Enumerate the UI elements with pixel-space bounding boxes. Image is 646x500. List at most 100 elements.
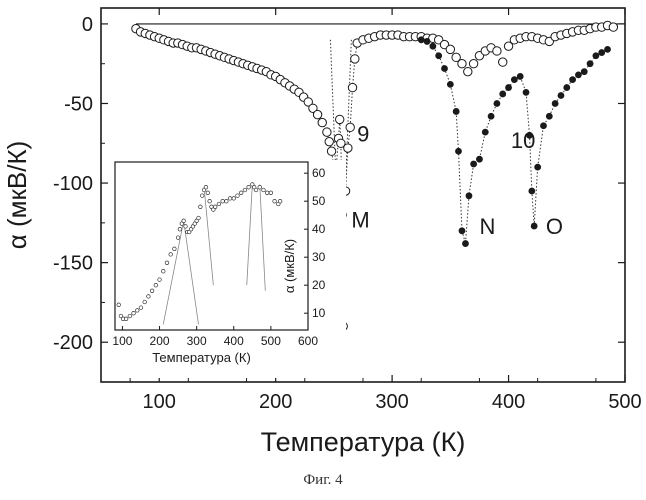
data-point-open (464, 67, 472, 75)
annotation-9: 9 (357, 122, 369, 147)
inset-y-tick-label: 50 (312, 194, 326, 208)
x-axis-label: Температура (К) (261, 427, 466, 457)
data-point-filled (455, 148, 461, 154)
data-point-filled (558, 93, 564, 99)
data-point-open (446, 45, 454, 53)
inset-data-point (176, 236, 180, 240)
data-point-filled (494, 100, 500, 106)
inset-data-point (178, 227, 182, 231)
inset-data-point (208, 199, 212, 203)
y-tick-label: -150 (53, 253, 93, 275)
inset-y-tick-label: 40 (312, 222, 326, 236)
inset-data-point (200, 194, 204, 198)
data-point-open (336, 115, 344, 123)
inset-y-tick-label: 10 (312, 306, 326, 320)
y-tick-label: -50 (64, 93, 93, 115)
inset-chart: 100200300400500600102030405060Температур… (112, 160, 346, 378)
data-point-filled (447, 81, 453, 87)
inset-data-point (265, 191, 269, 195)
data-point-filled (500, 91, 506, 97)
inset-data-point (258, 185, 262, 189)
inset-data-point (199, 205, 203, 209)
inset-x-tick-label: 200 (150, 334, 170, 348)
data-point-filled (540, 123, 546, 129)
data-point-filled (430, 43, 436, 49)
x-tick-label: 400 (492, 391, 525, 413)
data-point-filled (488, 113, 494, 119)
data-point-filled (442, 65, 448, 71)
data-point-filled (453, 108, 459, 114)
inset-x-tick-label: 100 (112, 334, 132, 348)
data-point-filled (424, 38, 430, 44)
y-tick-label: -200 (53, 332, 93, 354)
inset-data-point (197, 216, 201, 220)
inset-data-point (158, 278, 162, 282)
data-point-filled (570, 77, 576, 83)
x-tick-label: 300 (375, 391, 408, 413)
data-point-filled (575, 72, 581, 78)
inset-data-point (150, 289, 154, 293)
inset-data-point (143, 300, 147, 304)
data-point-filled (517, 73, 523, 79)
data-point-filled (523, 89, 529, 95)
inset-y-tick-label: 20 (312, 278, 326, 292)
inset-data-point (232, 197, 236, 201)
inset-x-tick-label: 600 (298, 334, 318, 348)
inset-y-tick-label: 30 (312, 250, 326, 264)
inset-data-point (273, 199, 277, 203)
data-point-filled (581, 69, 587, 75)
data-point-open (493, 47, 501, 55)
data-point-filled (471, 161, 477, 167)
inset-data-point (165, 261, 169, 265)
data-point-filled (466, 193, 472, 199)
inset-x-axis-label: Температура (К) (152, 350, 251, 365)
data-point-filled (552, 100, 558, 106)
inset-data-point (135, 309, 139, 313)
data-point-filled (531, 223, 537, 229)
inset-data-point (254, 188, 258, 192)
data-point-open (348, 83, 356, 91)
data-point-open (351, 55, 359, 63)
inset-data-point (173, 247, 177, 251)
data-point-filled (462, 241, 468, 247)
inset-data-point (117, 303, 121, 307)
x-tick-label: 200 (259, 391, 292, 413)
inset-data-point (184, 225, 188, 229)
data-point-open (325, 137, 333, 145)
inset-data-point (269, 191, 273, 195)
data-point-filled (511, 77, 517, 83)
data-point-open (323, 128, 331, 136)
inset-x-tick-label: 300 (187, 334, 207, 348)
inset-data-point (217, 202, 221, 206)
data-point-open (469, 60, 477, 68)
x-tick-label: 100 (143, 391, 176, 413)
data-point-filled (436, 53, 442, 59)
data-point-filled (506, 85, 512, 91)
data-point-open (499, 58, 507, 66)
inset-data-point (169, 253, 173, 257)
annotation-o: O (546, 214, 563, 239)
data-point-filled (418, 37, 424, 43)
inset-y-tick-label: 60 (312, 166, 326, 180)
inset-data-point (154, 283, 158, 287)
inset-data-point (228, 197, 232, 201)
figure-caption: Фиг. 4 (0, 472, 646, 489)
data-point-filled (459, 228, 465, 234)
inset-data-point (225, 199, 229, 203)
inset-data-point (147, 295, 151, 299)
inset-data-point (243, 188, 247, 192)
annotation-m: M (351, 208, 369, 233)
data-point-filled (587, 61, 593, 67)
inset-data-point (204, 185, 208, 189)
y-axis-label: α (мкВ/К) (2, 141, 32, 250)
inset-data-point (239, 191, 243, 195)
data-point-filled (535, 164, 541, 170)
inset-data-point (206, 191, 210, 195)
data-point-filled (482, 129, 488, 135)
inset-data-point (262, 188, 266, 192)
inset-data-point (128, 314, 132, 318)
inset-data-point (278, 199, 282, 203)
inset-data-point (182, 219, 186, 223)
data-point-open (327, 147, 335, 155)
